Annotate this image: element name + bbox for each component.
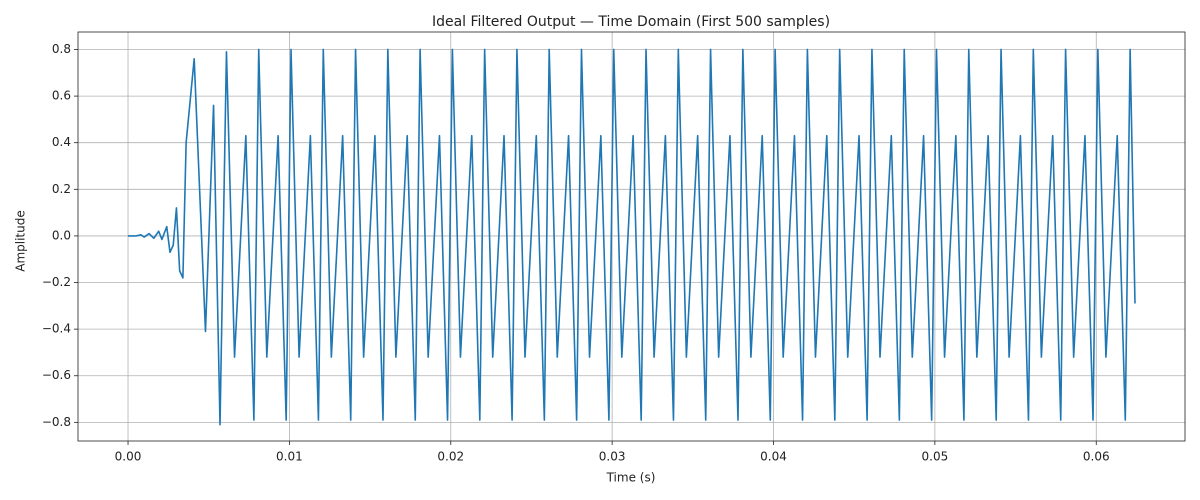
- x-tick-label: 0.01: [276, 450, 303, 464]
- y-tick-label: −0.2: [42, 275, 71, 289]
- y-tick-label: −0.6: [42, 368, 71, 382]
- x-tick-label: 0.00: [115, 450, 142, 464]
- y-tick-label: 0.4: [52, 135, 71, 149]
- y-tick-label: 0.8: [52, 42, 71, 56]
- x-tick-label: 0.03: [599, 450, 626, 464]
- x-tick-label: 0.02: [437, 450, 464, 464]
- y-tick-label: −0.4: [42, 322, 71, 336]
- y-tick-label: 0.0: [52, 228, 71, 242]
- plot-frame: [77, 31, 1186, 442]
- chart-title: Ideal Filtered Output — Time Domain (Fir…: [432, 14, 830, 30]
- x-tick-label: 0.06: [1083, 450, 1110, 464]
- y-tick-label: −0.8: [42, 415, 71, 429]
- y-tick-label: 0.2: [52, 182, 71, 196]
- x-tick-label: 0.05: [922, 450, 949, 464]
- y-axis-label: Amplitude: [14, 210, 28, 272]
- x-axis-label: Time (s): [606, 471, 656, 485]
- x-tick-label: 0.04: [760, 450, 787, 464]
- data-line: [128, 48, 1136, 426]
- y-tick-label: 0.6: [52, 89, 71, 103]
